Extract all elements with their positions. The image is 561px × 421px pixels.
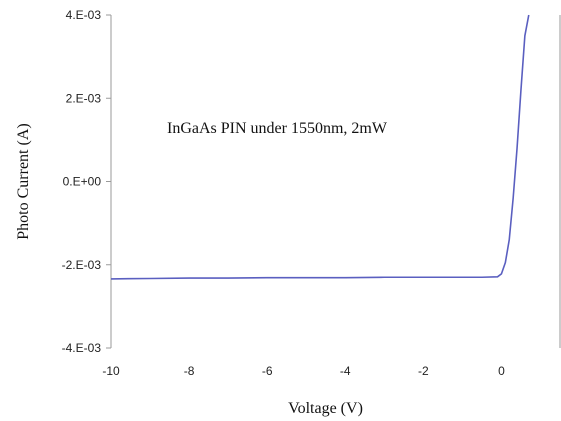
y-tick-label: -2.E-03 bbox=[62, 258, 102, 272]
x-tick-label: -8 bbox=[184, 364, 195, 378]
x-tick-label: 0 bbox=[498, 364, 505, 378]
x-axis-label: Voltage (V) bbox=[288, 400, 363, 417]
y-tick-label: 2.E-03 bbox=[66, 91, 102, 105]
y-tick-label: 4.E-03 bbox=[66, 8, 102, 22]
chart-annotation: InGaAs PIN under 1550nm, 2mW bbox=[167, 120, 388, 137]
x-tick-label: -4 bbox=[340, 364, 351, 378]
x-axis-ticks: -10 -8 -6 -4 -2 0 bbox=[102, 364, 505, 378]
y-tick-label: -4.E-03 bbox=[62, 341, 102, 355]
x-tick-label: -2 bbox=[418, 364, 429, 378]
y-axis-ticks: 4.E-03 2.E-03 0.E+00 -2.E-03 -4.E-03 bbox=[62, 8, 111, 355]
x-tick-label: -10 bbox=[102, 364, 120, 378]
plot-frame bbox=[110, 15, 561, 348]
y-tick-label: 0.E+00 bbox=[63, 175, 102, 189]
photo-current-series-line bbox=[110, 14, 530, 280]
y-axis-label: Photo Current (A) bbox=[15, 123, 32, 239]
x-tick-label: -6 bbox=[262, 364, 273, 378]
series-layer bbox=[110, 14, 530, 280]
